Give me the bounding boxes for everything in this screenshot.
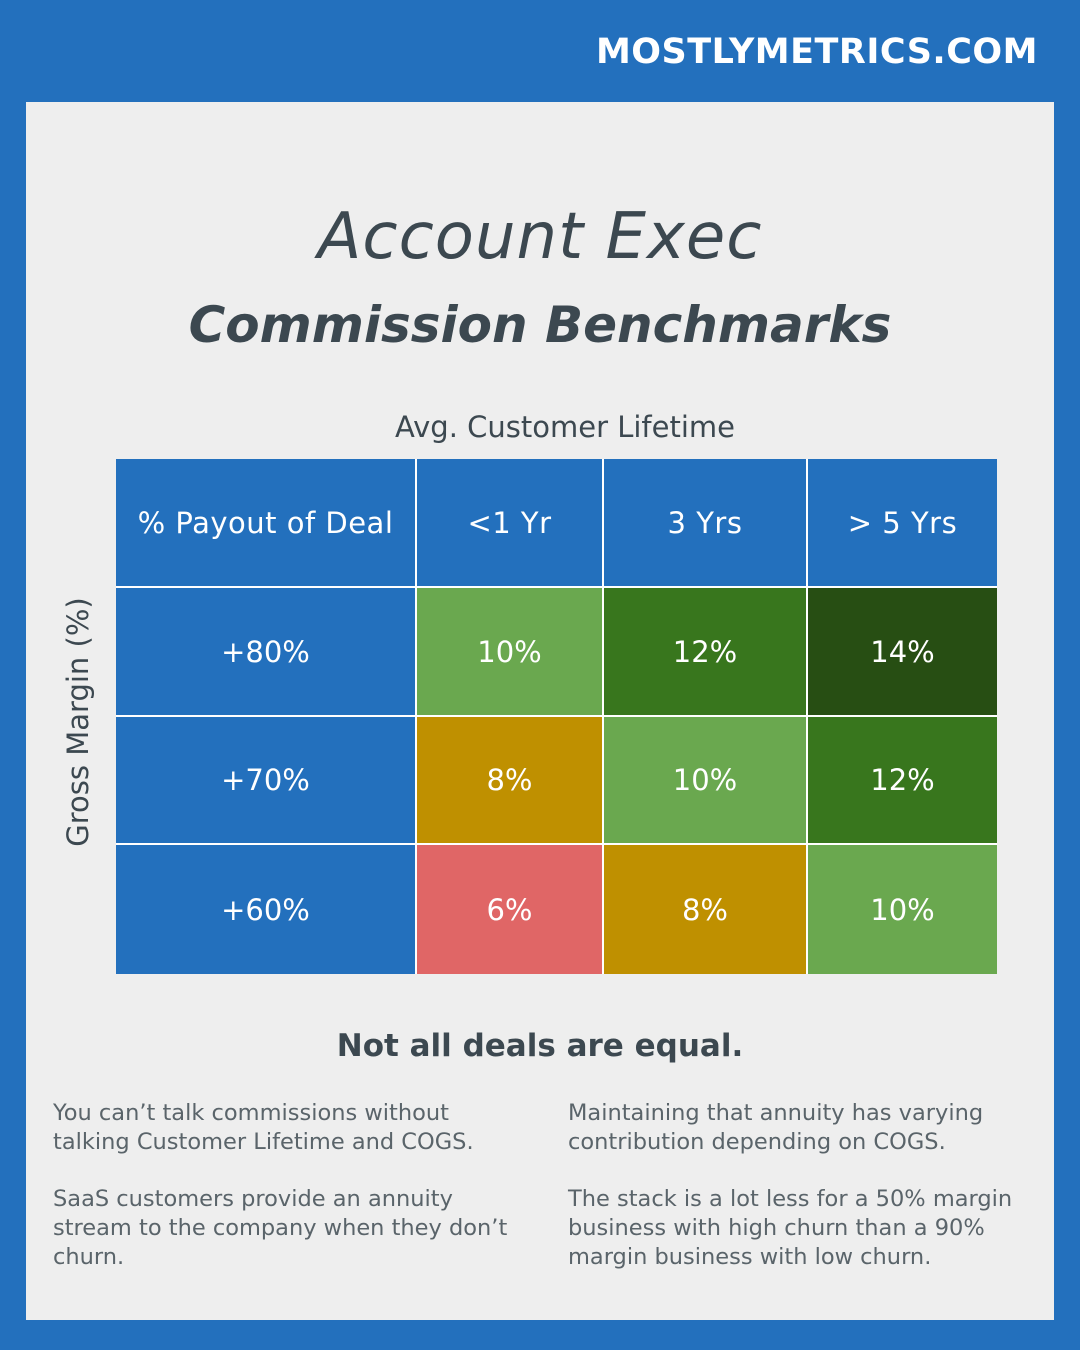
- row-header: +60%: [116, 845, 417, 974]
- column-header: <1 Yr: [417, 459, 604, 588]
- note-paragraph: You can’t talk commissions without talki…: [53, 1100, 474, 1155]
- table-cell: 10%: [604, 717, 808, 845]
- table-cell: 6%: [417, 845, 604, 974]
- table-cell: 14%: [808, 588, 997, 717]
- title-line-2: Commission Benchmarks: [188, 296, 892, 354]
- note-paragraph: The stack is a lot less for a 50% margin…: [568, 1186, 1013, 1270]
- table-cell: 10%: [417, 588, 604, 717]
- title-line-1: Account Exec: [317, 200, 763, 274]
- notes-left: You can’t talk commissions without talki…: [53, 1099, 523, 1300]
- note-paragraph: Maintaining that annuity has varying con…: [568, 1100, 984, 1155]
- site-url: MOSTLYMETRICS.COM: [595, 32, 1038, 72]
- tagline: Not all deals are equal.: [336, 1028, 744, 1064]
- column-header: 3 Yrs: [604, 459, 808, 588]
- corner-header: % Payout of Deal: [116, 459, 417, 588]
- notes-right: Maintaining that annuity has varying con…: [568, 1099, 1038, 1300]
- table-cell: 12%: [808, 717, 997, 845]
- table-cell: 8%: [604, 845, 808, 974]
- table-cell: 10%: [808, 845, 997, 974]
- benchmark-table: % Payout of Deal <1 Yr 3 Yrs > 5 Yrs +80…: [116, 459, 997, 974]
- table-cell: 12%: [604, 588, 808, 717]
- row-header: +80%: [116, 588, 417, 717]
- y-axis-label: Gross Margin (%): [61, 597, 95, 847]
- note-paragraph: SaaS customers provide an annuity stream…: [53, 1186, 508, 1270]
- column-header: > 5 Yrs: [808, 459, 997, 588]
- x-axis-label: Avg. Customer Lifetime: [394, 410, 735, 444]
- row-header: +70%: [116, 717, 417, 845]
- table-cell: 8%: [417, 717, 604, 845]
